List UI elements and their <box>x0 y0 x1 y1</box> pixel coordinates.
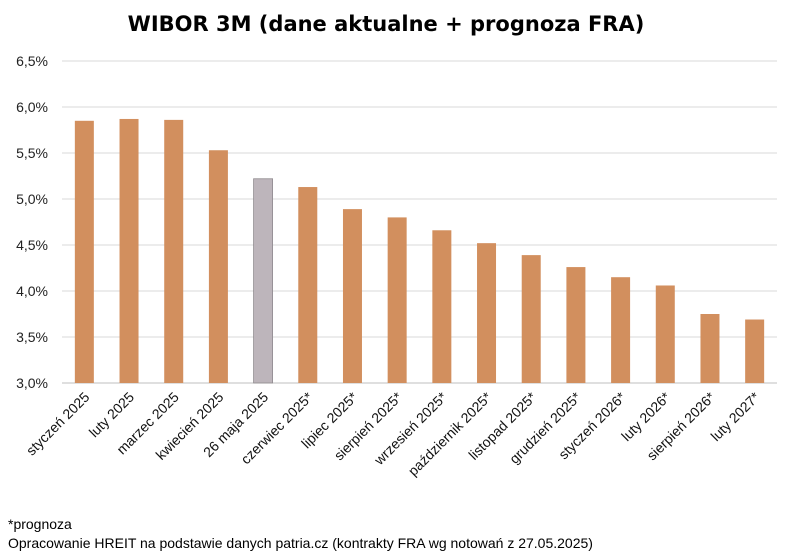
bar <box>477 243 497 383</box>
source-note: Opracowanie HREIT na podstawie danych pa… <box>8 535 593 551</box>
x-tick-label: styczeń 2025 <box>23 389 93 459</box>
chart-title: WIBOR 3M (dane aktualne + prognoza FRA) <box>127 12 645 36</box>
x-tick-label: luty 2027* <box>707 388 763 444</box>
bar <box>74 120 94 384</box>
bar <box>566 267 586 383</box>
bar <box>521 255 541 383</box>
bar-chart: 3,0% 3,5% 4,0% 4,5% 5,0% 5,5% 6,0% 6,5% styczeń… <box>16 53 777 479</box>
bar <box>745 319 765 383</box>
x-tick-label: październik 2025* <box>405 388 495 478</box>
bar <box>253 178 273 384</box>
bar <box>387 217 407 383</box>
y-tick-label: 3,5% <box>16 329 48 345</box>
bar <box>700 314 720 383</box>
bar <box>342 209 362 383</box>
y-tick-label: 5,5% <box>16 145 48 161</box>
y-tick-label: 3,0% <box>16 375 48 391</box>
bar <box>655 285 675 383</box>
y-tick-label: 4,5% <box>16 237 48 253</box>
y-tick-label: 6,0% <box>16 99 48 115</box>
y-axis-ticks: 3,0% 3,5% 4,0% 4,5% 5,0% 5,5% 6,0% 6,5% <box>16 53 48 391</box>
bar <box>298 187 318 383</box>
bar <box>164 119 184 383</box>
bar <box>119 118 139 384</box>
bar <box>208 150 228 383</box>
y-tick-label: 4,0% <box>16 283 48 299</box>
bar <box>611 277 631 383</box>
bar <box>432 230 452 383</box>
y-tick-label: 5,0% <box>16 191 48 207</box>
forecast-note: *prognoza <box>8 516 72 532</box>
y-tick-label: 6,5% <box>16 53 48 69</box>
bars <box>74 118 765 384</box>
